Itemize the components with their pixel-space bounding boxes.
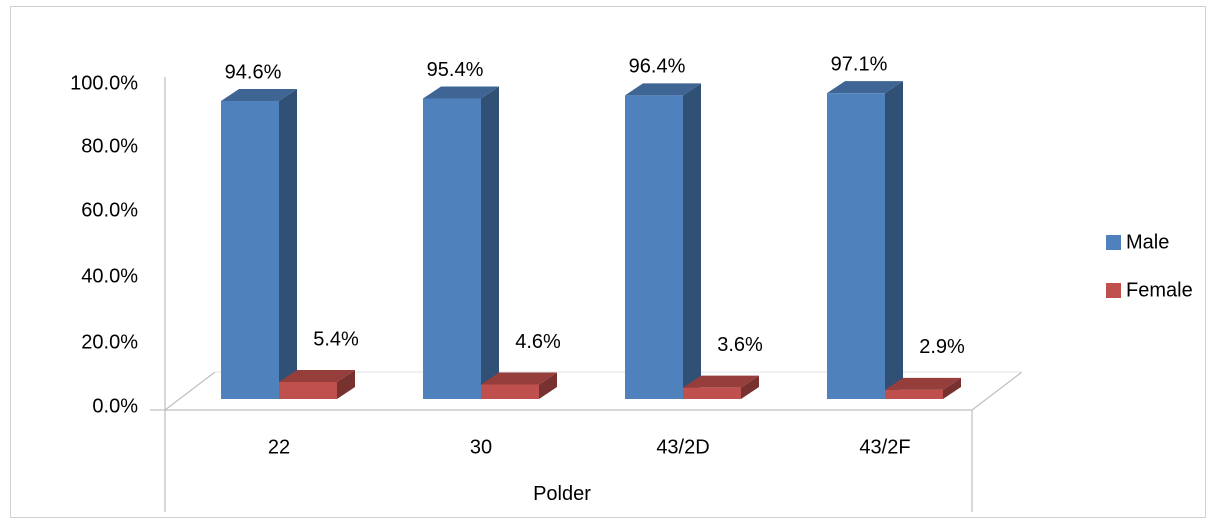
data-label: 94.6% (225, 61, 282, 83)
floor-right-edge (971, 371, 1023, 411)
bar-front-face (481, 384, 539, 399)
x-tick-label: 30 (470, 436, 492, 458)
y-tick-label: 100.0% (70, 72, 138, 94)
bar-male (423, 86, 499, 400)
y-tick-label: 80.0% (81, 135, 138, 157)
bar-side-face (683, 83, 701, 399)
x-tick-label: 43/2D (656, 436, 709, 458)
data-label: 97.1% (831, 53, 888, 75)
y-tick-label: 40.0% (81, 265, 138, 287)
bar-front-face (279, 381, 337, 399)
legend-swatch-male (1106, 235, 1121, 250)
bar-female (885, 377, 961, 399)
bar-top-face (481, 372, 557, 385)
data-label: 95.4% (427, 59, 484, 81)
bar-front-face (827, 93, 885, 399)
bar-female (481, 372, 557, 399)
bar-top-face (885, 377, 961, 390)
data-label: 5.4% (313, 328, 359, 350)
legend: Male Female (1106, 231, 1193, 301)
bar-front-face (423, 98, 481, 400)
x-axis-categories: 22 30 43/2D 43/2F (268, 436, 911, 458)
y-tick-label: 60.0% (81, 199, 138, 221)
bar-side-face (741, 375, 759, 399)
legend-swatch-female (1106, 283, 1121, 298)
y-axis-ticks: 0.0% 20.0% 40.0% 60.0% 80.0% 100.0% (70, 72, 138, 417)
bar-top-face (625, 83, 701, 96)
x-tick-label: 43/2F (859, 436, 910, 458)
bar-side-face (943, 377, 961, 399)
bar-side-face (279, 89, 297, 399)
data-label: 4.6% (515, 331, 561, 353)
legend-label-female: Female (1126, 279, 1193, 301)
bar-front-face (221, 101, 279, 399)
data-label: 2.9% (919, 336, 965, 358)
data-label: 3.6% (717, 334, 763, 356)
bar-side-face (337, 369, 355, 399)
bar-female (279, 369, 355, 399)
floor-left-edge (164, 371, 216, 411)
bar-front-face (885, 389, 943, 399)
y-tick-label: 20.0% (81, 331, 138, 353)
y-tick-label: 0.0% (92, 395, 138, 417)
bar-front-face (625, 95, 683, 399)
bar-side-face (481, 86, 499, 400)
x-tick-label: 22 (268, 436, 290, 458)
bar-male (827, 81, 903, 399)
bar-male (221, 89, 297, 399)
chart-frame (10, 6, 1206, 518)
bar-female (683, 375, 759, 399)
bar-side-face (885, 81, 903, 399)
bar-top-face (221, 89, 297, 102)
bar-male (625, 83, 701, 399)
legend-label-male: Male (1126, 231, 1169, 253)
bar-top-face (827, 81, 903, 94)
bars (221, 81, 961, 400)
x-axis-title: Polder (533, 483, 591, 505)
bar-top-face (279, 369, 355, 382)
data-labels: 94.6% 5.4% 95.4% 4.6% 96.4% 3.6% 97.1% 2.9% (225, 53, 965, 358)
bar-top-face (423, 86, 499, 99)
bar-side-face (539, 372, 557, 399)
bar-top-face (683, 375, 759, 388)
bar-front-face (683, 387, 741, 399)
data-label: 96.4% (629, 56, 686, 78)
